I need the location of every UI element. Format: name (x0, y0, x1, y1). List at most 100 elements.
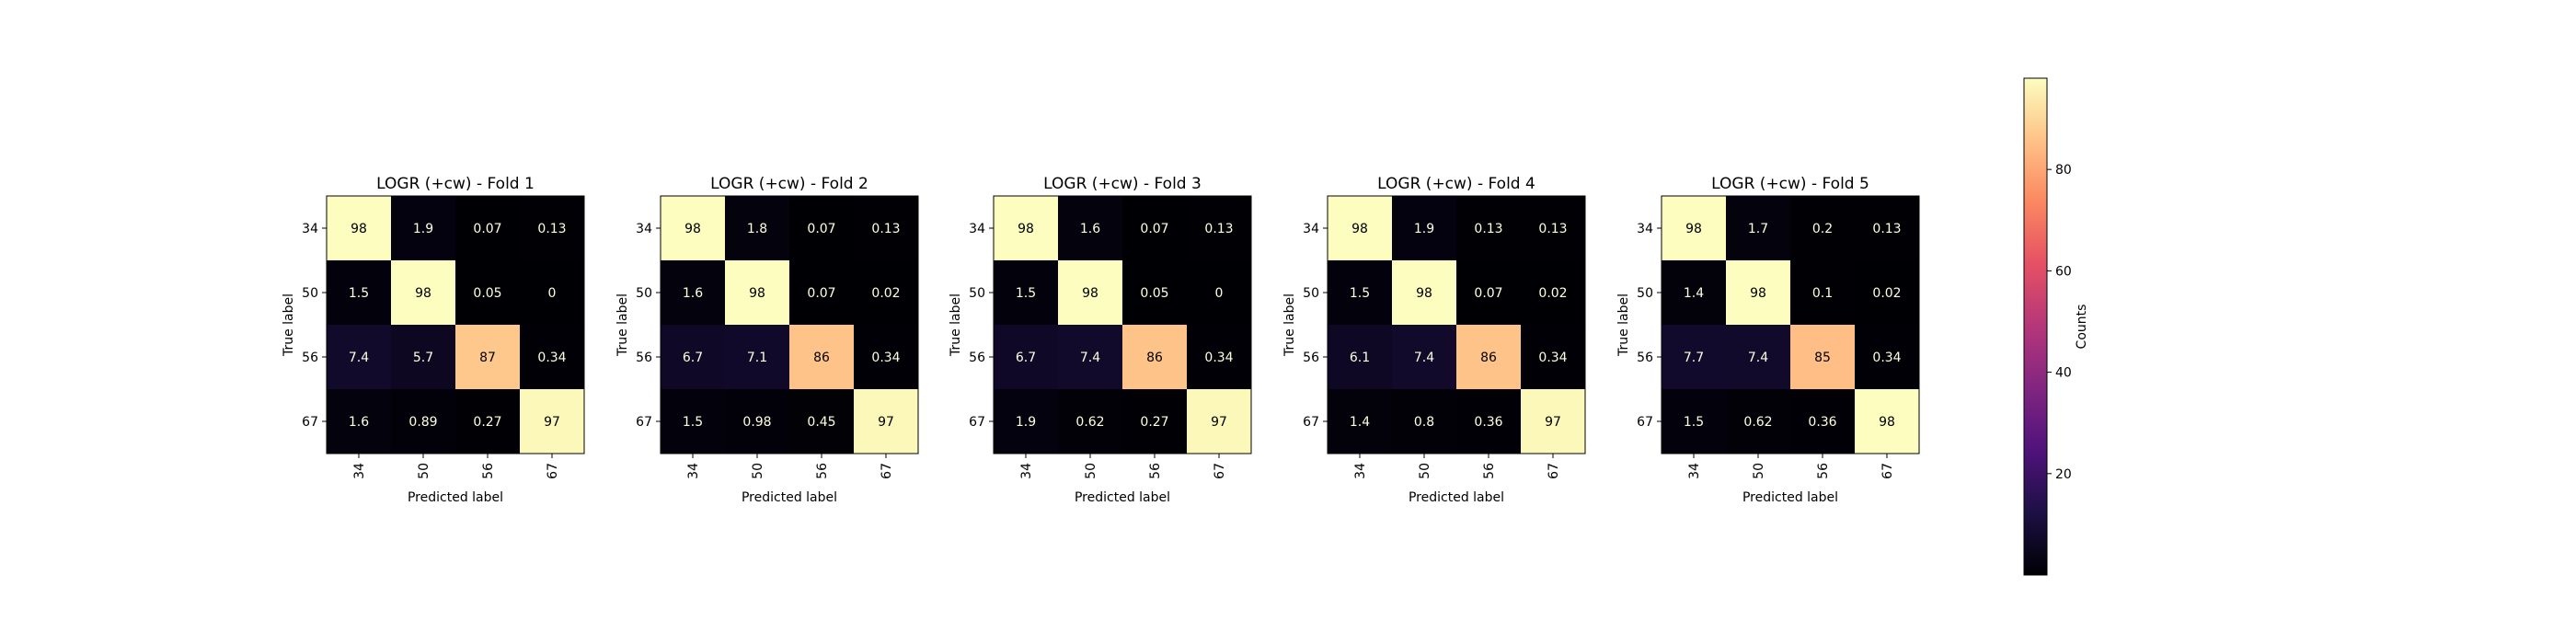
matrix-frame (1661, 195, 1920, 454)
cell-value-label: 86 (1146, 351, 1163, 365)
cell-value-label: 7.4 (349, 351, 369, 365)
heatmap-cell (661, 260, 725, 325)
matrix-frame (993, 195, 1252, 454)
heatmap-cell (1328, 325, 1392, 389)
heatmap-cell (1790, 325, 1855, 389)
cell-value-label: 0.13 (537, 222, 566, 236)
y-tick-label: 56 (1303, 351, 1319, 365)
x-tick-label: 50 (1418, 463, 1432, 479)
heatmap-cell (1392, 260, 1456, 325)
cell-value-label: 0.13 (1872, 222, 1901, 236)
matrix-frame (1327, 195, 1586, 454)
x-tick-label: 56 (1148, 463, 1163, 479)
heatmap-cell (994, 260, 1058, 325)
heatmap-cell (994, 325, 1058, 389)
cell-value-label: 1.4 (1684, 286, 1704, 301)
cell-value-label: 0.34 (1204, 351, 1233, 365)
y-tick-label: 67 (1637, 415, 1653, 430)
x-tick-label: 56 (1816, 463, 1831, 479)
y-tick-label: 50 (1637, 286, 1653, 301)
x-tick-label: 50 (1752, 463, 1766, 479)
heatmap-cell (1662, 260, 1726, 325)
confusion-matrix-fold-2: 98 1.8 0.07 0.13 1.6 98 0.07 0.02 6.7 7.1 86 0.34 1.… (615, 175, 919, 505)
confusion-matrix-fold-4: 98 1.9 0.13 0.13 1.5 98 0.07 0.02 6.1 7.4 86 0.34 1.… (1282, 175, 1586, 505)
heatmap-cell (1122, 389, 1187, 454)
cell-value-label: 7.4 (1748, 351, 1768, 365)
x-axis-label: Predicted label (1409, 490, 1504, 505)
y-tick-label: 50 (302, 286, 318, 301)
heatmap-cell (1790, 260, 1855, 325)
cell-value-label: 98 (1351, 222, 1368, 236)
heatmap-cell (1726, 325, 1790, 389)
cell-value-label: 0.13 (1538, 222, 1567, 236)
cell-value-label: 0.98 (742, 415, 771, 430)
heatmap-cell (725, 260, 789, 325)
heatmap-cell (1662, 196, 1726, 260)
cell-value-label: 98 (1018, 222, 1034, 236)
cell-value-label: 6.7 (1016, 351, 1036, 365)
x-axis-label: Predicted label (1742, 490, 1838, 505)
cell-value-label: 0.34 (871, 351, 900, 365)
heatmap-cell (1521, 389, 1585, 454)
heatmap-cell (455, 260, 520, 325)
heatmap-cell (520, 260, 584, 325)
heatmap-cell (661, 196, 725, 260)
heatmap-cell (391, 325, 455, 389)
cell-value-label: 0.07 (1140, 222, 1168, 236)
cell-value-label: 0.02 (1538, 286, 1567, 301)
x-tick-label: 34 (686, 463, 701, 479)
heatmap-cell (789, 196, 854, 260)
heatmap-cell (1328, 196, 1392, 260)
cell-value-label: 0.02 (871, 286, 900, 301)
heatmap-cell (854, 196, 918, 260)
cell-value-label: 1.6 (349, 415, 369, 430)
cell-value-label: 1.5 (683, 415, 703, 430)
y-tick-label: 34 (969, 222, 985, 236)
cell-value-label: 98 (1685, 222, 1702, 236)
cell-value-label: 97 (878, 415, 894, 430)
cell-value-label: 0.05 (1140, 286, 1168, 301)
panels-group: 98 1.9 0.07 0.13 1.5 98 0.05 0 7.4 5.7 87 0.34 1.6 0.… (282, 175, 1920, 505)
subplot-title: LOGR (+cw) - Fold 5 (1711, 175, 1869, 193)
y-tick-label: 56 (1637, 351, 1653, 365)
cell-value-label: 7.4 (1080, 351, 1100, 365)
heatmap-cell (1855, 325, 1919, 389)
cell-value-label: 1.9 (1414, 222, 1434, 236)
y-tick-label: 34 (302, 222, 318, 236)
cell-value-label: 0.62 (1743, 415, 1772, 430)
colorbar-tick-label: 80 (2055, 163, 2072, 178)
heatmap-cell (994, 389, 1058, 454)
cell-value-label: 0.13 (871, 222, 900, 236)
heatmap-cell (1058, 196, 1122, 260)
heatmap-cell (1187, 196, 1251, 260)
y-axis-label: True label (1616, 293, 1631, 357)
cell-value-label: 1.5 (1350, 286, 1370, 301)
cell-value-label: 1.5 (1016, 286, 1036, 301)
heatmap-cell (854, 389, 918, 454)
cell-value-label: 5.7 (413, 351, 433, 365)
heatmap-cell (1855, 260, 1919, 325)
cell-value-label: 97 (1545, 415, 1561, 430)
heatmap-cell (725, 196, 789, 260)
heatmap-cell (1122, 196, 1187, 260)
cell-value-label: 98 (415, 286, 431, 301)
heatmap-cell (854, 325, 918, 389)
cell-value-label: 0.13 (1474, 222, 1502, 236)
heatmap-cell (1392, 389, 1456, 454)
cell-value-label: 1.9 (1016, 415, 1036, 430)
heatmap-cell (1456, 389, 1521, 454)
cell-value-label: 0.07 (1474, 286, 1502, 301)
heatmap-cell (1456, 196, 1521, 260)
cell-value-label: 0 (548, 286, 557, 301)
cell-value-label: 0.34 (1872, 351, 1901, 365)
y-tick-label: 34 (1303, 222, 1319, 236)
x-tick-label: 34 (1687, 463, 1702, 479)
heatmap-cell (455, 389, 520, 454)
y-axis-label: True label (282, 293, 296, 357)
heatmap-cell (1122, 260, 1187, 325)
cell-value-label: 0.13 (1204, 222, 1233, 236)
heatmap-cell (1058, 389, 1122, 454)
cell-value-label: 1.8 (747, 222, 767, 236)
matrix-frame (660, 195, 919, 454)
